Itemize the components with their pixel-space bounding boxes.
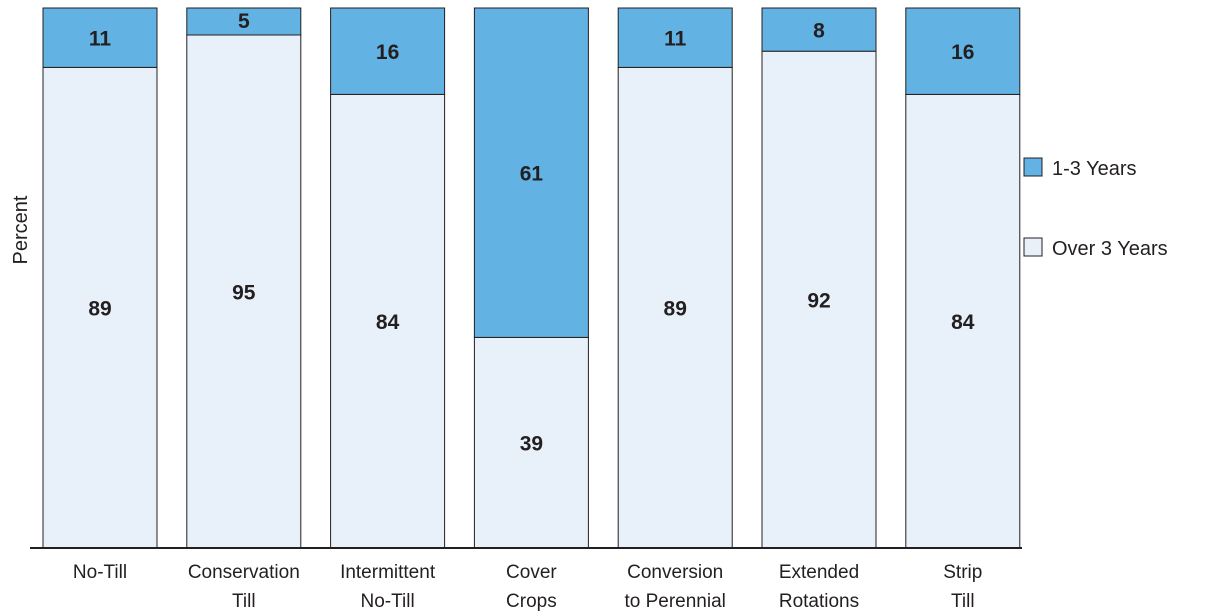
bar-conversion-to-perennial-1-3-years: [617, 7, 733, 68]
category-label-extended-rotations-line-2: Rotations: [779, 591, 859, 612]
bar-strip-till-over-3-years: [905, 93, 1021, 549]
category-labels-layer: No-Till Conservation Till Intermittent No-Ti…: [73, 562, 982, 612]
data-label-no-till-over-3-years: 89: [88, 298, 111, 321]
legend: 1-3 Years Over 3 Years: [1023, 157, 1168, 260]
bar-extended-rotations-1-3-years: [761, 7, 877, 52]
category-label-conservation-till-line-1: Conservation: [188, 562, 300, 583]
category-label-intermittent-no-till-line-1: Intermittent: [340, 562, 436, 583]
data-label-extended-rotations-over-3-years: 92: [807, 290, 830, 313]
category-label-conversion-to-perennial-line-1: Conversion: [627, 562, 723, 583]
data-label-conversion-to-perennial-over-3-years: 89: [664, 298, 687, 321]
category-label-conversion-to-perennial-line-2: to Perennial: [624, 591, 725, 612]
bar-intermittent-no-till-1-3-years: [330, 7, 446, 95]
bar-cover-crops-1-3-years: [473, 7, 589, 338]
legend-swatch-over-3-years: [1023, 237, 1043, 257]
data-label-strip-till-1-3-years: 16: [951, 41, 974, 64]
bar-cover-crops-over-3-years: [473, 336, 589, 549]
data-label-conservation-till-over-3-years: 95: [232, 282, 256, 305]
bar-no-till-1-3-years: [42, 7, 158, 68]
bars-layer: [42, 7, 1021, 549]
category-label-strip-till-line-1: Strip: [943, 562, 982, 583]
bar-intermittent-no-till-over-3-years: [330, 93, 446, 549]
bar-strip-till-1-3-years: [905, 7, 1021, 95]
bar-conservation-till-1-3-years: [186, 7, 302, 36]
data-label-cover-crops-over-3-years: 39: [520, 433, 543, 456]
category-label-intermittent-no-till-line-2: No-Till: [361, 591, 415, 612]
data-label-cover-crops-1-3-years: 61: [520, 163, 544, 186]
legend-label-1-3-years: 1-3 Years: [1052, 158, 1137, 180]
legend-swatch-1-3-years: [1023, 157, 1043, 177]
bar-no-till-over-3-years: [42, 66, 158, 549]
category-label-extended-rotations-line-1: Extended: [779, 562, 859, 583]
data-label-extended-rotations-1-3-years: 8: [813, 20, 825, 43]
data-label-strip-till-over-3-years: 84: [951, 311, 975, 334]
category-label-no-till: No-Till: [73, 562, 127, 583]
data-label-intermittent-no-till-over-3-years: 84: [376, 311, 400, 334]
bar-extended-rotations-over-3-years: [761, 50, 877, 549]
data-label-conservation-till-1-3-years: 5: [238, 10, 250, 33]
category-label-cover-crops-line-1: Cover: [506, 562, 557, 583]
y-axis-label: Percent: [10, 195, 32, 264]
category-label-cover-crops-line-2: Crops: [506, 591, 557, 612]
data-label-conversion-to-perennial-1-3-years: 11: [664, 28, 687, 51]
data-labels-layer: 89 11 95 5 84 16 39 61 89 11 92 8 84 16: [88, 10, 974, 456]
category-label-conservation-till-line-2: Till: [232, 591, 256, 612]
data-label-intermittent-no-till-1-3-years: 16: [376, 41, 399, 64]
legend-label-over-3-years: Over 3 Years: [1052, 238, 1168, 260]
category-label-strip-till-line-2: Till: [951, 591, 975, 612]
data-label-no-till-1-3-years: 11: [89, 28, 112, 51]
